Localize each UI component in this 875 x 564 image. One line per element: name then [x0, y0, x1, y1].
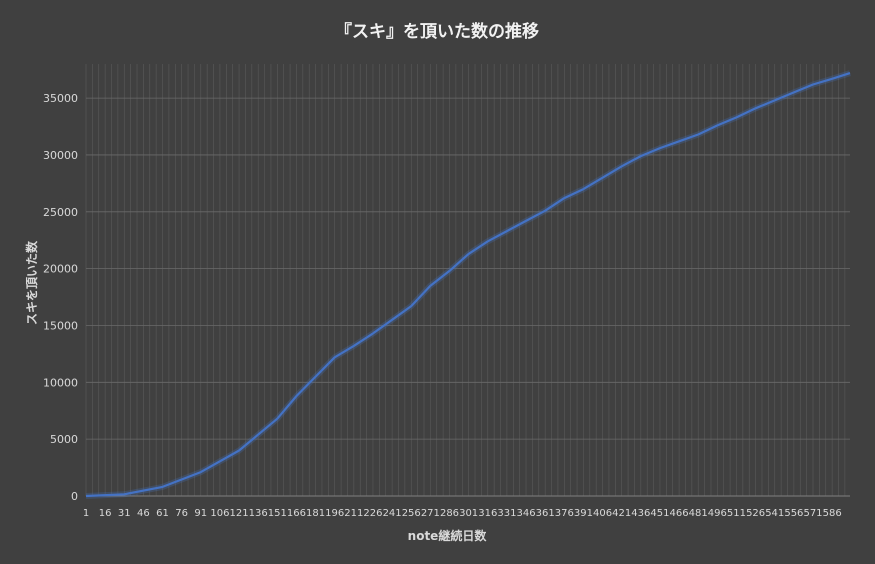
y-tick-label: 35000	[43, 92, 78, 105]
x-tick-label: 301	[459, 508, 478, 519]
x-tick-label: 451	[650, 508, 669, 519]
x-tick-label: 526	[746, 508, 765, 519]
x-tick-label: 316	[478, 508, 497, 519]
chart-title: 『スキ』を頂いた数の推移	[335, 21, 539, 42]
x-tick-label: 421	[612, 508, 631, 519]
x-tick-label: 46	[137, 508, 150, 519]
x-tick-label: 481	[689, 508, 708, 519]
y-tick-label: 0	[71, 490, 78, 503]
x-tick-label: 406	[593, 508, 612, 519]
x-tick-label: 511	[727, 508, 746, 519]
series-layer	[85, 70, 851, 499]
x-tick-label: 76	[175, 508, 188, 519]
x-tick-label: 61	[156, 508, 169, 519]
y-tick-label: 5000	[50, 433, 78, 446]
x-tick-label: 31	[118, 508, 131, 519]
x-tick-label: 346	[516, 508, 535, 519]
x-tick-label: 1	[83, 508, 89, 519]
x-tick-label: 121	[230, 508, 249, 519]
x-tick-label: 571	[803, 508, 822, 519]
y-tick-label: 30000	[43, 149, 78, 162]
y-tick-label: 15000	[43, 319, 78, 332]
x-tick-label: 166	[287, 508, 306, 519]
x-tick-label: 241	[383, 508, 402, 519]
y-tick-label: 25000	[43, 206, 78, 219]
x-tick-label: 331	[497, 508, 516, 519]
y-axis-label: スキを頂いた数	[24, 240, 39, 325]
x-tick-label: 211	[344, 508, 363, 519]
x-tick-label: 256	[402, 508, 421, 519]
x-tick-label: 541	[765, 508, 784, 519]
x-tick-label: 136	[249, 508, 268, 519]
x-tick-label: 106	[210, 508, 229, 519]
axis-layer: 0 5000 10000 15000 20000 25000 30000 35000 1 16 31…	[43, 92, 850, 519]
series-line	[85, 72, 851, 498]
x-tick-label: 226	[363, 508, 382, 519]
x-tick-label: 466	[670, 508, 689, 519]
grid-layer	[85, 64, 850, 497]
x-tick-label: 196	[325, 508, 344, 519]
x-tick-label: 376	[555, 508, 574, 519]
y-tick-label: 10000	[43, 376, 78, 389]
x-tick-label: 496	[708, 508, 727, 519]
x-tick-label: 271	[421, 508, 440, 519]
x-axis-label: note継続日数	[408, 528, 488, 543]
x-tick-label: 361	[536, 508, 555, 519]
x-tick-label: 391	[574, 508, 593, 519]
x-tick-label: 436	[631, 508, 650, 519]
x-tick-label: 16	[99, 508, 112, 519]
x-tick-label: 586	[823, 508, 842, 519]
x-tick-label: 91	[194, 508, 207, 519]
y-tick-label: 20000	[43, 263, 78, 276]
x-tick-label: 181	[306, 508, 325, 519]
x-tick-label: 151	[268, 508, 287, 519]
x-tick-label: 556	[784, 508, 803, 519]
x-tick-label: 286	[440, 508, 459, 519]
